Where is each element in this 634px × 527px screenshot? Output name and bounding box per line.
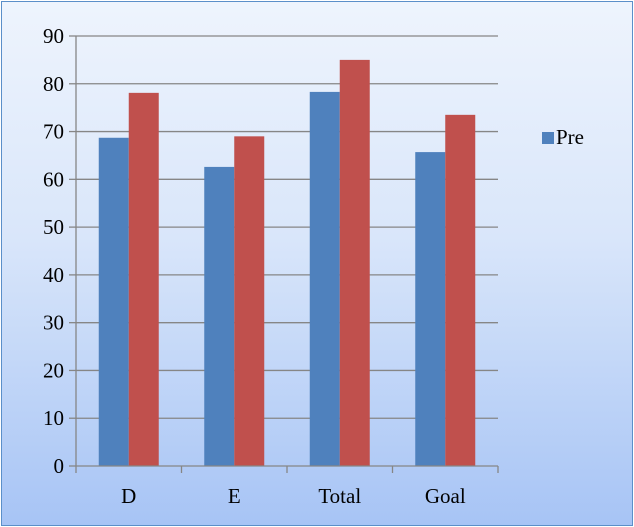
y-tick-label: 80 xyxy=(43,72,64,96)
bar-series2-total xyxy=(339,59,370,467)
bar-series2-goal xyxy=(445,114,476,466)
x-category-label: Goal xyxy=(425,484,466,508)
legend-label: Pre xyxy=(556,125,584,149)
legend-swatch xyxy=(542,132,554,144)
x-category-label: E xyxy=(228,484,241,508)
bar-series1-goal xyxy=(415,152,446,466)
bar-series1-total xyxy=(309,91,340,467)
y-tick-label: 70 xyxy=(43,120,64,144)
bar-series2-e xyxy=(234,136,265,467)
y-tick-label: 40 xyxy=(43,263,64,287)
y-tick-label: 30 xyxy=(43,311,64,335)
y-tick-label: 60 xyxy=(43,167,64,191)
y-tick-label: 50 xyxy=(43,215,64,239)
y-tick-label: 0 xyxy=(54,454,65,478)
bar-series1-e xyxy=(204,166,235,466)
bars xyxy=(98,59,476,467)
y-tick-label: 90 xyxy=(43,24,64,48)
axes: 0 10 20 30 40 50 60 70 80 90 D E Total Goal xyxy=(43,24,499,508)
y-tick-label: 20 xyxy=(43,358,64,382)
bar-series1-d xyxy=(98,137,129,466)
x-category-label: D xyxy=(121,484,136,508)
bar-series2-d xyxy=(128,92,159,466)
y-tick-label: 10 xyxy=(43,406,64,430)
legend: Pre xyxy=(542,125,584,149)
x-category-label: Total xyxy=(318,484,361,508)
